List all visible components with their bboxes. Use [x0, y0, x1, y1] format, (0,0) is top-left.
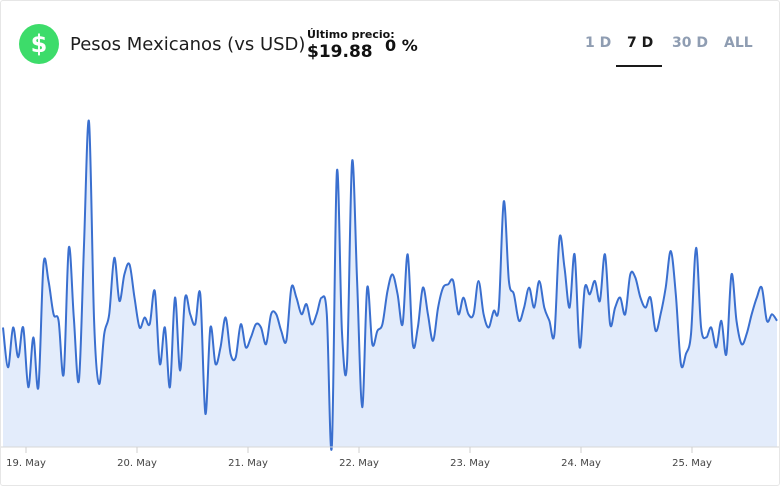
chart-header: $ Pesos Mexicanos (vs USD) Último precio… [1, 1, 779, 87]
x-tick-label: 23. May [450, 458, 490, 469]
tab-7d[interactable]: 7 D [627, 35, 654, 51]
x-tick-label: 21. May [228, 458, 268, 469]
series-area-fill [3, 120, 777, 450]
x-tick-label: 19. May [6, 458, 46, 469]
active-tab-indicator [616, 65, 662, 67]
tab-all[interactable]: ALL [724, 35, 753, 51]
asset-title: Pesos Mexicanos (vs USD) [70, 34, 306, 55]
x-tick-label: 20. May [117, 458, 157, 469]
x-axis-ticks: 19. May 20. May 21. May 22. May 23. May 24. M… [6, 447, 712, 469]
tab-1d[interactable]: 1 D [585, 35, 612, 51]
tab-30d[interactable]: 30 D [672, 35, 708, 51]
plot-area [2, 119, 778, 451]
price-area-chart: 19. May 20. May 21. May 22. May 23. May 24. M… [1, 119, 779, 469]
x-tick-label: 25. May [672, 458, 712, 469]
dollar-icon: $ [19, 24, 59, 64]
last-price-label: Último precio: [307, 28, 395, 41]
price-change: 0 % [385, 36, 418, 55]
x-tick-label: 24. May [561, 458, 601, 469]
x-tick-label: 22. May [339, 458, 379, 469]
series-line [2, 119, 778, 451]
last-price-value: $19.88 [307, 42, 373, 62]
